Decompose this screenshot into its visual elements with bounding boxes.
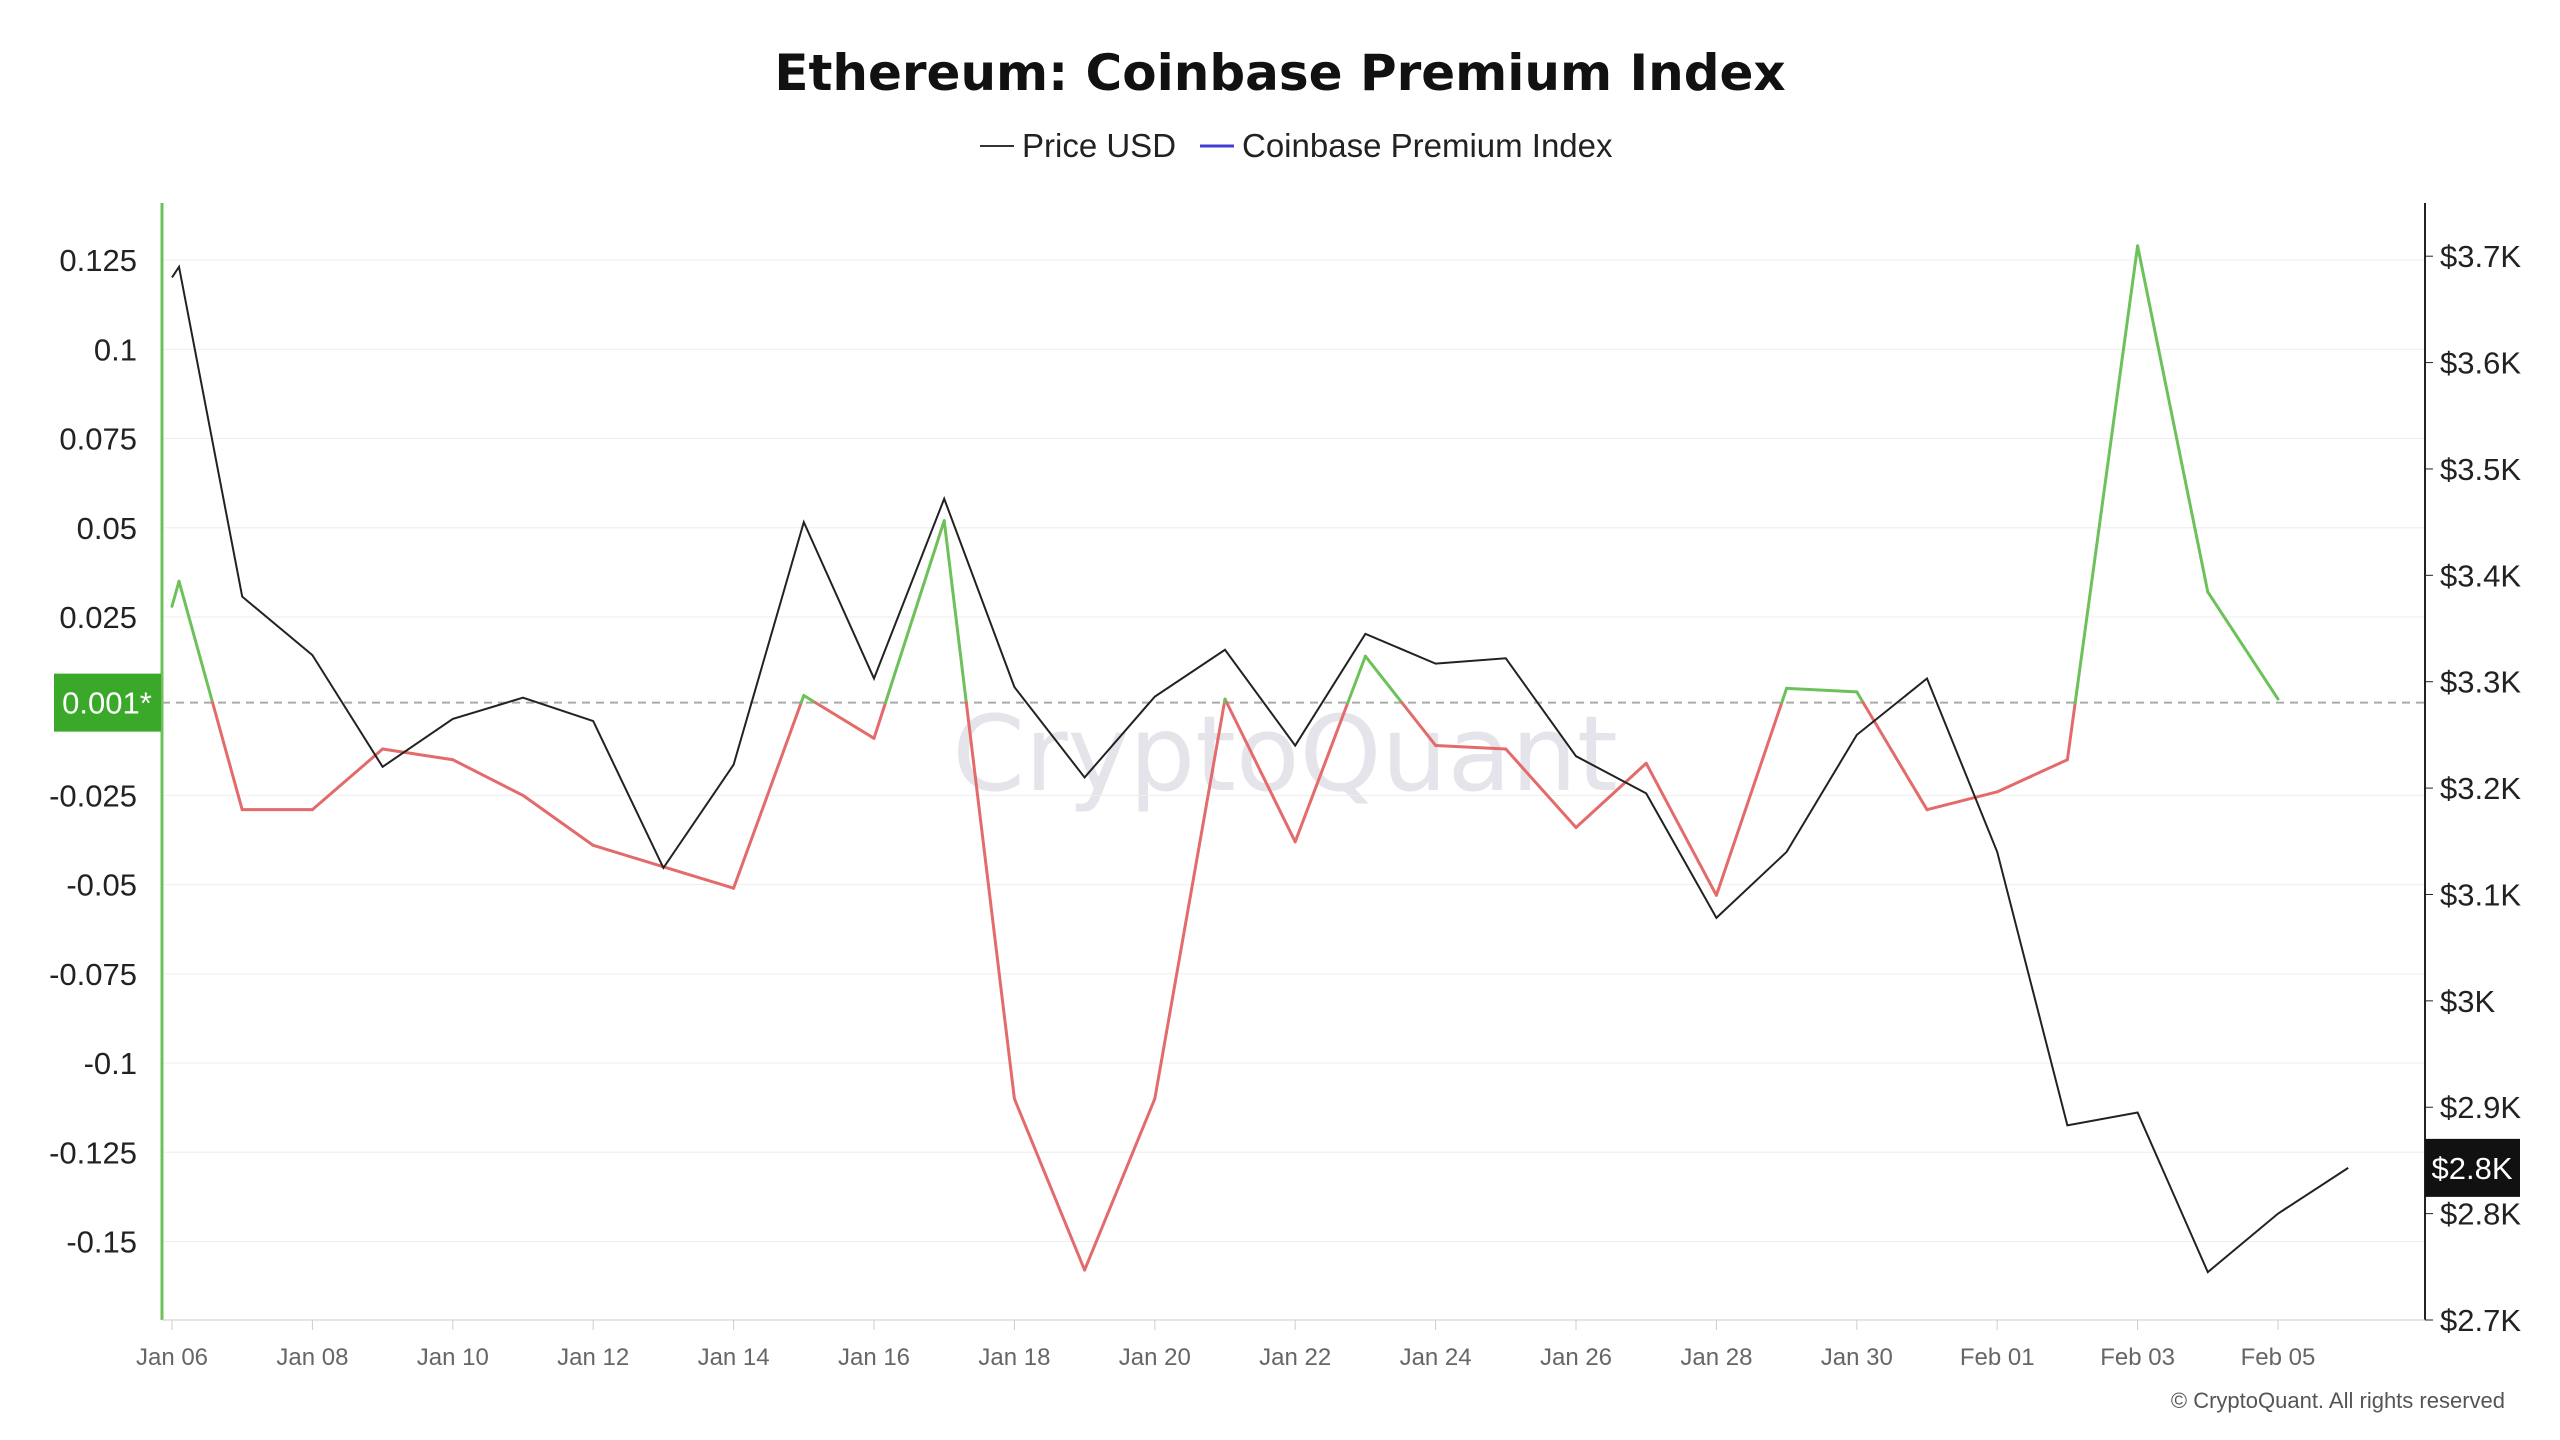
current-price-badge-label: $2.8K: [2431, 1151, 2512, 1186]
premium-segment: [1644, 761, 1718, 897]
current-price-badge-box: [2425, 1138, 2520, 1197]
chart-title: Ethereum: Coinbase Premium Index: [774, 44, 1785, 102]
price-usd-line: [171, 264, 2349, 1274]
premium-segment: [177, 579, 215, 705]
right-tick-label: $3.5K: [2440, 452, 2521, 487]
legend-price-label[interactable]: Price USD: [1022, 127, 1176, 164]
premium-segment: [964, 701, 1016, 1101]
left-tick-label: 0.075: [59, 422, 137, 457]
left-tick-label: 0.05: [77, 511, 137, 546]
x-tick-label: Jan 30: [1821, 1344, 1893, 1371]
right-tick-label: $3.4K: [2440, 558, 2521, 593]
premium-segment: [1012, 1097, 1087, 1272]
premium-segment: [1363, 654, 1404, 705]
premium-segment: [1574, 761, 1648, 830]
premium-segment: [872, 701, 888, 740]
left-tick-label: -0.025: [49, 778, 137, 813]
right-tick-label: $2.9K: [2440, 1090, 2521, 1125]
current-price-badge: $2.8K: [2425, 1138, 2520, 1197]
left-tick-label: 0.025: [59, 600, 137, 635]
copyright-notice: © CryptoQuant. All rights reserved: [2171, 1388, 2505, 1413]
x-tick-label: Jan 24: [1400, 1344, 1472, 1371]
premium-segment: [1995, 758, 2069, 794]
x-tick-label: Jan 26: [1540, 1344, 1612, 1371]
premium-segment: [211, 701, 244, 812]
x-axis-ticks: Jan 06 Jan 08 Jan 10 Jan 12 Jan 14 Jan 16 Jan …: [136, 1320, 2315, 1371]
premium-segment: [2136, 244, 2210, 594]
premium-segment: [1083, 1097, 1157, 1272]
left-axis-ticks: 0.125 0.1 0.075 0.05 0.025 -0.025 -0.05 -0.075 -…: [49, 243, 137, 1259]
watermark: CryptoQuant: [952, 693, 1618, 815]
x-tick-label: Jan 18: [978, 1344, 1050, 1371]
x-tick-label: Feb 05: [2241, 1344, 2316, 1371]
premium-segment: [1225, 701, 1297, 844]
premium-segment: [1780, 686, 1789, 705]
right-tick-label: $3.1K: [2440, 877, 2521, 912]
premium-segment: [451, 758, 525, 797]
premium-segment: [2065, 701, 2077, 762]
premium-segment: [310, 747, 385, 812]
premium-segment: [1400, 701, 1438, 747]
left-tick-label: -0.05: [66, 868, 137, 903]
premium-segment: [170, 579, 181, 608]
x-tick-label: Jan 28: [1680, 1344, 1752, 1371]
reference-badge: 0.001*: [54, 673, 161, 732]
grid-lines: [162, 259, 2425, 1242]
x-tick-label: Jan 10: [417, 1344, 489, 1371]
reference-badge-label: 0.001*: [62, 686, 152, 721]
premium-segment: [591, 843, 665, 869]
premium-segment: [1714, 701, 1784, 897]
left-tick-label: -0.1: [84, 1046, 137, 1081]
left-tick-label: -0.15: [66, 1224, 137, 1259]
x-tick-label: Jan 12: [557, 1344, 629, 1371]
legend-premium-label[interactable]: Coinbase Premium Index: [1242, 127, 1613, 164]
right-tick-label: $3.2K: [2440, 771, 2521, 806]
left-tick-label: 0.125: [59, 243, 137, 278]
premium-segment: [1434, 743, 1508, 751]
x-tick-label: Jan 16: [838, 1344, 910, 1371]
premium-segment: [661, 865, 736, 890]
x-tick-label: Jan 08: [276, 1344, 348, 1371]
premium-segment: [1346, 654, 1367, 705]
right-axis-ticks: $3.7K $3.6K $3.5K $3.4K $3.3K $3.2K $3.1K $3K $2…: [2425, 239, 2521, 1338]
x-tick-label: Jan 14: [698, 1344, 770, 1371]
premium-segment: [814, 701, 876, 740]
right-tick-label: $2.8K: [2440, 1197, 2521, 1232]
x-tick-label: Jan 20: [1119, 1344, 1191, 1371]
x-tick-label: Jan 22: [1259, 1344, 1331, 1371]
premium-segment: [1785, 686, 1859, 694]
premium-segment: [1293, 701, 1350, 844]
x-tick-label: Feb 03: [2100, 1344, 2175, 1371]
premium-segment: [521, 793, 595, 847]
premium-segment: [732, 701, 803, 890]
x-tick-label: Jan 06: [136, 1344, 208, 1371]
right-tick-label: $3.3K: [2440, 665, 2521, 700]
premium-segment: [1861, 701, 1929, 812]
legend: Price USD Coinbase Premium Index: [980, 127, 1613, 164]
right-tick-label: $3.7K: [2440, 239, 2521, 274]
premium-segment: [381, 747, 455, 762]
premium-segment: [1925, 790, 1999, 812]
x-tick-label: Feb 01: [1960, 1344, 2035, 1371]
left-tick-label: -0.125: [49, 1135, 137, 1170]
right-tick-label: $3.6K: [2440, 346, 2521, 381]
reference-badge-box: [54, 673, 161, 732]
premium-segment: [1504, 747, 1578, 830]
premium-index-series: [170, 244, 2280, 1272]
right-tick-label: $2.7K: [2440, 1303, 2521, 1338]
premium-segment: [1855, 690, 1865, 705]
premium-segment: [2073, 244, 2140, 705]
premium-segment: [1153, 701, 1226, 1101]
premium-segment: [802, 693, 817, 705]
premium-segment: [2206, 590, 2280, 701]
left-tick-label: 0.1: [94, 332, 137, 367]
right-tick-label: $3K: [2440, 984, 2495, 1019]
premium-segment: [884, 519, 946, 705]
left-tick-label: -0.075: [49, 957, 137, 992]
premium-segment: [942, 519, 968, 705]
